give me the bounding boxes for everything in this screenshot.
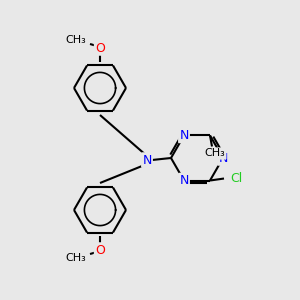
Text: Cl: Cl	[230, 172, 242, 185]
Text: N: N	[218, 152, 228, 164]
Text: CH₃: CH₃	[66, 253, 86, 263]
Text: N: N	[179, 174, 189, 187]
Text: O: O	[95, 244, 105, 256]
Text: O: O	[95, 41, 105, 55]
Text: CH₃: CH₃	[205, 148, 225, 158]
Text: CH₃: CH₃	[66, 35, 86, 45]
Text: N: N	[142, 154, 152, 166]
Text: N: N	[179, 129, 189, 142]
